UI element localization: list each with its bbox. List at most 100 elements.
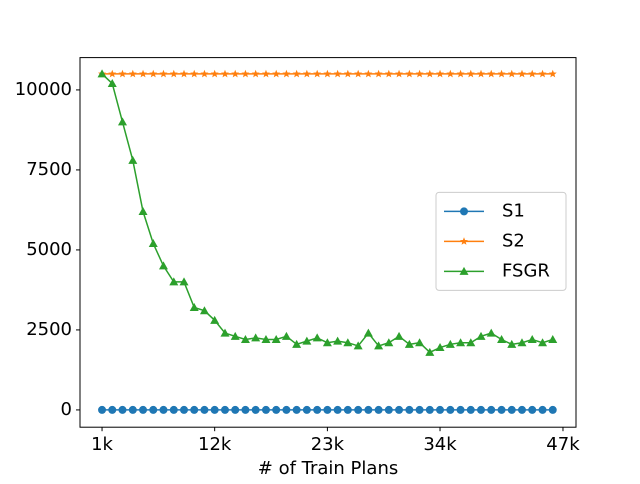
legend-label: S1 <box>502 200 525 221</box>
y-tick-label: 0 <box>61 399 72 420</box>
marker <box>435 343 445 352</box>
marker <box>302 69 311 78</box>
marker <box>497 69 506 78</box>
plot-frame <box>79 57 577 428</box>
marker <box>159 69 168 78</box>
marker <box>528 405 537 414</box>
marker <box>395 405 404 414</box>
marker <box>261 335 271 344</box>
marker <box>210 405 219 414</box>
marker <box>189 303 199 312</box>
marker <box>251 333 261 342</box>
marker <box>138 207 148 216</box>
marker <box>528 69 537 78</box>
x-tick-label: 1k <box>91 434 113 455</box>
marker <box>292 405 301 414</box>
marker <box>507 405 516 414</box>
marker <box>384 69 393 78</box>
marker <box>251 69 260 78</box>
marker <box>128 405 137 414</box>
marker <box>179 277 189 286</box>
marker <box>180 69 188 78</box>
x-tick-label: 34k <box>423 434 457 455</box>
marker <box>98 405 107 414</box>
marker <box>261 69 270 78</box>
marker <box>395 69 404 78</box>
marker <box>108 69 117 78</box>
marker <box>487 405 496 414</box>
marker <box>272 405 281 414</box>
marker <box>241 405 250 414</box>
marker <box>456 405 465 414</box>
marker <box>159 405 168 414</box>
marker <box>415 69 424 78</box>
marker <box>354 69 363 78</box>
marker <box>436 69 445 78</box>
marker <box>200 69 209 78</box>
marker <box>466 405 475 414</box>
marker <box>272 69 281 78</box>
marker <box>343 405 352 414</box>
marker <box>538 405 547 414</box>
marker <box>271 335 281 344</box>
marker <box>460 237 468 245</box>
marker <box>118 405 127 414</box>
marker <box>517 338 527 347</box>
marker <box>128 69 137 78</box>
marker <box>333 405 342 414</box>
marker <box>251 405 260 414</box>
marker <box>199 306 209 315</box>
marker <box>241 69 250 78</box>
marker <box>446 405 455 414</box>
marker <box>200 405 209 414</box>
marker <box>292 69 301 78</box>
marker <box>180 405 189 414</box>
x-axis-label: # of Train Plans <box>258 458 398 479</box>
marker <box>374 405 383 414</box>
x-tick-label: 47k <box>546 434 580 455</box>
marker <box>313 69 322 78</box>
marker <box>343 69 352 78</box>
marker <box>425 405 434 414</box>
marker <box>456 338 466 347</box>
marker <box>363 328 373 337</box>
marker <box>230 331 240 340</box>
marker <box>210 69 219 78</box>
legend-label: S2 <box>502 230 525 251</box>
marker <box>261 405 270 414</box>
marker <box>312 333 322 342</box>
marker <box>425 347 435 356</box>
y-tick-label: 10000 <box>15 79 72 100</box>
marker <box>459 266 469 275</box>
marker <box>220 328 230 337</box>
marker <box>107 79 117 88</box>
marker <box>333 336 343 345</box>
marker <box>302 336 312 345</box>
marker <box>169 69 178 78</box>
marker <box>148 239 158 248</box>
marker <box>231 69 240 78</box>
marker <box>282 69 291 78</box>
marker <box>322 338 332 347</box>
marker <box>117 117 127 126</box>
marker <box>190 69 199 78</box>
marker <box>384 405 393 414</box>
marker <box>477 405 486 414</box>
marker <box>456 69 465 78</box>
marker <box>313 405 322 414</box>
marker <box>436 405 445 414</box>
marker <box>477 69 485 78</box>
marker <box>118 69 127 78</box>
marker <box>518 69 526 78</box>
marker <box>487 69 496 78</box>
marker <box>333 69 342 78</box>
marker <box>128 155 138 164</box>
marker <box>240 335 250 344</box>
marker <box>517 405 526 414</box>
marker <box>169 277 179 286</box>
marker <box>460 207 468 216</box>
marker <box>497 335 507 344</box>
marker <box>394 331 404 340</box>
marker <box>364 405 373 414</box>
marker <box>405 405 414 414</box>
